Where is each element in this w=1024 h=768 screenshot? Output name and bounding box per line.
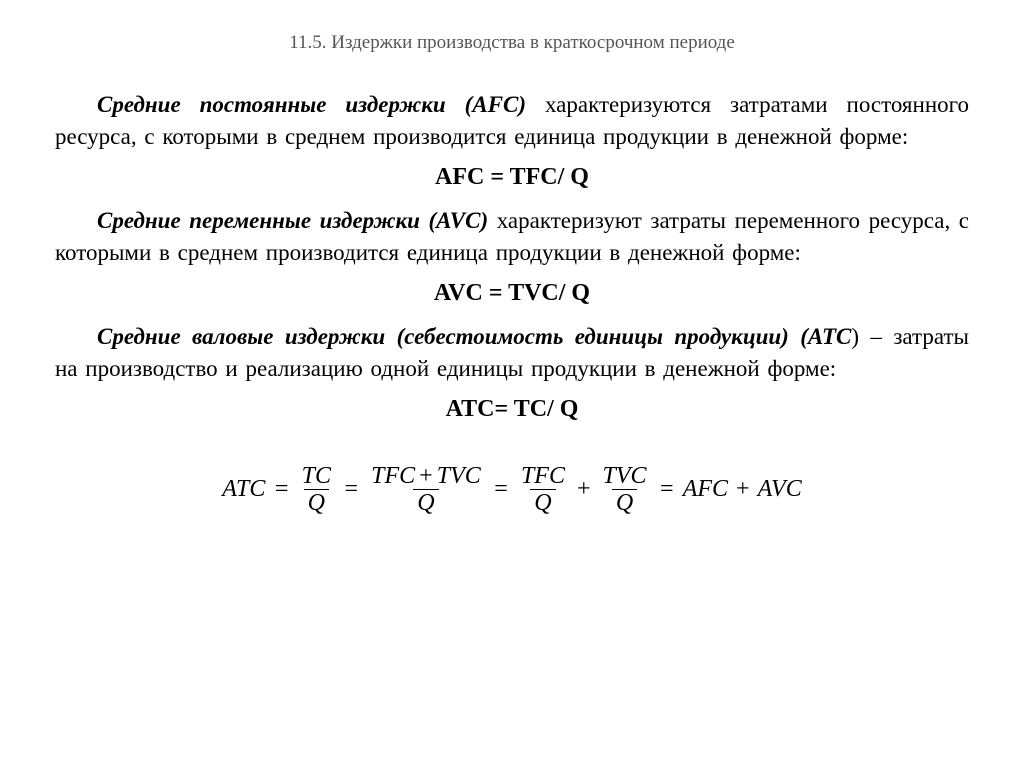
eq-frac1: TC Q — [298, 463, 335, 517]
eq-frac2: TFC + TVC Q — [367, 463, 485, 517]
avc-term: Средние переменные издержки (AVC) — [97, 208, 488, 233]
plus-sign: + — [736, 473, 750, 507]
eq-sign: = — [493, 473, 509, 507]
frac-num: TVC — [599, 463, 651, 489]
final-equation: ATC = TC Q = TFC + TVC Q = TFC Q + TVC Q… — [55, 463, 969, 517]
afc-formula: AFC = TFC/ Q — [55, 161, 969, 195]
plus-sign: + — [419, 463, 433, 489]
frac-den: Q — [304, 489, 329, 516]
afc-term: Средние постоянные издержки (AFC) — [97, 92, 526, 117]
eq-rhs1: AFC — [683, 473, 728, 507]
frac-den: Q — [413, 489, 438, 516]
atc-term: Средние валовые издержки (себестоимость … — [97, 324, 851, 349]
frac-den: Q — [612, 489, 637, 516]
frac-num: TC — [298, 463, 335, 489]
eq-sign: = — [659, 473, 675, 507]
frac-num: TFC — [517, 463, 569, 489]
page-header: 11.5. Издержки производства в краткосроч… — [55, 30, 969, 57]
frac-num-b: TVC — [437, 463, 481, 489]
frac-num: TFC + TVC — [367, 463, 485, 489]
atc-paragraph: Средние валовые издержки (себестоимость … — [55, 321, 969, 385]
eq-rhs2: AVC — [758, 473, 802, 507]
eq-lhs: ATC — [222, 473, 265, 507]
eq-frac3: TFC Q — [517, 463, 569, 517]
plus-sign: + — [577, 473, 591, 507]
eq-sign: = — [343, 473, 359, 507]
afc-paragraph: Средние постоянные издержки (AFC) характ… — [55, 89, 969, 153]
atc-formula: ATC= TC/ Q — [55, 393, 969, 427]
avc-paragraph: Средние переменные издержки (AVC) характ… — [55, 205, 969, 269]
eq-frac4: TVC Q — [599, 463, 651, 517]
frac-num-a: TFC — [371, 463, 415, 489]
avc-formula: AVC = TVC/ Q — [55, 277, 969, 311]
frac-den: Q — [530, 489, 555, 516]
eq-sign: = — [273, 473, 289, 507]
